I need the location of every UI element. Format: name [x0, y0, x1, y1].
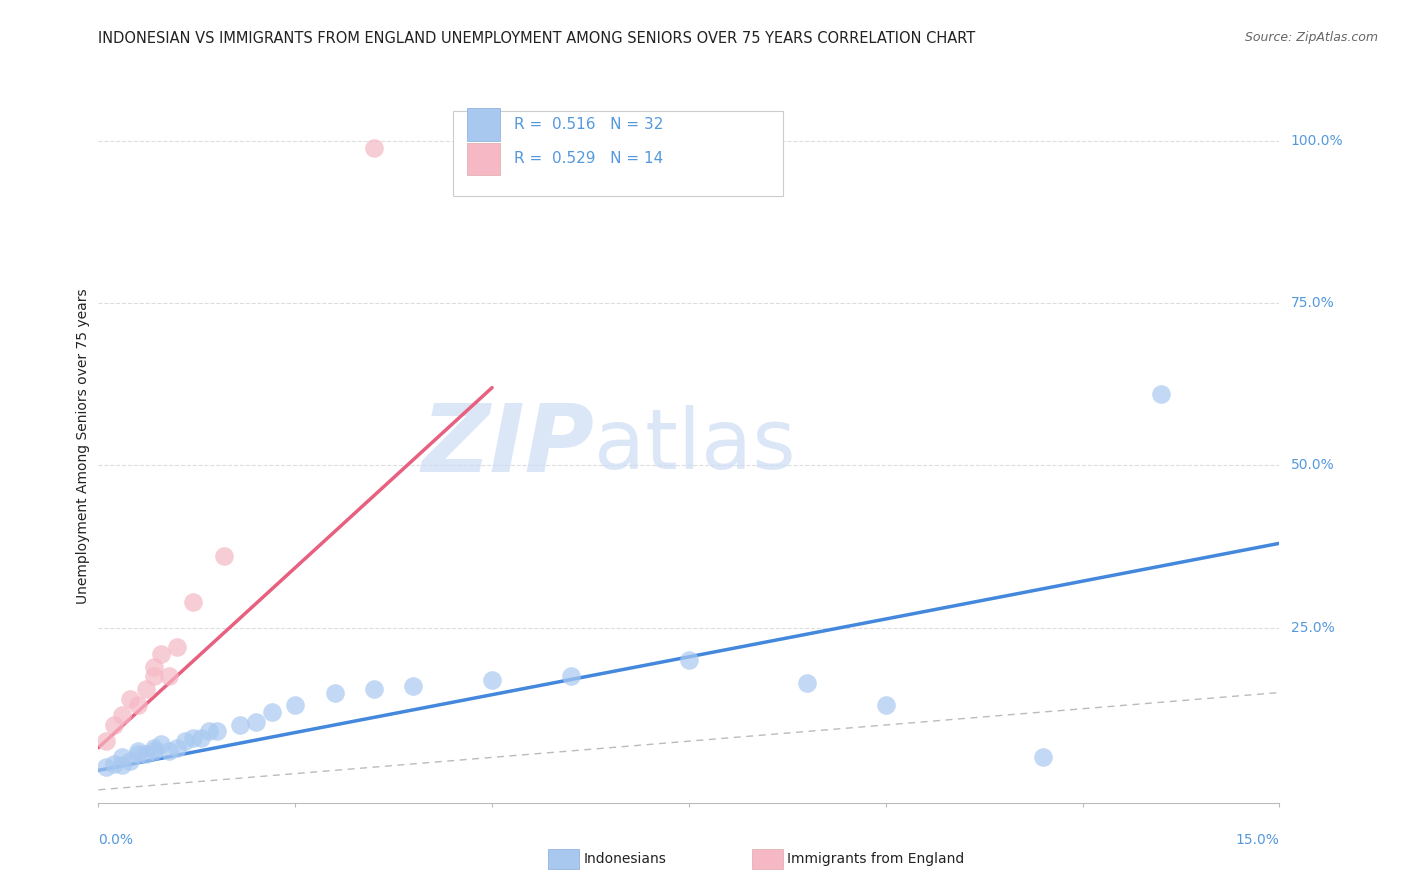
Point [197, 724, 219, 739]
Point [1032, 750, 1054, 764]
Text: 0.0%: 0.0% [98, 833, 134, 847]
Point [363, 682, 385, 697]
Point [481, 673, 503, 687]
Text: 50.0%: 50.0% [1291, 458, 1334, 473]
Point [96, 734, 118, 748]
Point [142, 740, 165, 755]
Point [284, 698, 307, 713]
Point [142, 669, 165, 683]
Point [150, 738, 173, 752]
Point [245, 714, 267, 729]
Point [111, 708, 134, 723]
Point [166, 640, 188, 654]
Text: 25.0%: 25.0% [1291, 621, 1334, 634]
Text: 15.0%: 15.0% [1236, 833, 1279, 847]
Point [166, 740, 188, 755]
Text: Immigrants from England: Immigrants from England [787, 852, 965, 866]
Point [181, 595, 204, 609]
Text: INDONESIAN VS IMMIGRANTS FROM ENGLAND UNEMPLOYMENT AMONG SENIORS OVER 75 YEARS C: INDONESIAN VS IMMIGRANTS FROM ENGLAND UN… [98, 31, 976, 46]
Text: R =  0.516   N = 32: R = 0.516 N = 32 [515, 117, 664, 132]
Point [111, 758, 134, 772]
Text: R =  0.529   N = 14: R = 0.529 N = 14 [515, 152, 664, 166]
Point [118, 754, 141, 768]
Point [402, 679, 425, 693]
Point [118, 692, 141, 706]
Point [560, 669, 582, 683]
Point [157, 669, 180, 683]
Text: atlas: atlas [595, 406, 796, 486]
Point [96, 760, 118, 774]
Point [214, 549, 236, 564]
Text: Source: ZipAtlas.com: Source: ZipAtlas.com [1244, 31, 1378, 45]
Text: 100.0%: 100.0% [1291, 134, 1343, 148]
Point [150, 647, 173, 661]
Text: Indonesians: Indonesians [583, 852, 666, 866]
Point [127, 698, 149, 713]
Point [678, 653, 700, 667]
Point [127, 747, 149, 761]
Point [174, 734, 197, 748]
Point [111, 750, 134, 764]
Point [157, 744, 180, 758]
Point [260, 705, 283, 719]
Text: ZIP: ZIP [422, 400, 595, 492]
FancyBboxPatch shape [467, 109, 501, 141]
FancyBboxPatch shape [453, 111, 783, 196]
Point [190, 731, 212, 745]
Y-axis label: Unemployment Among Seniors over 75 years: Unemployment Among Seniors over 75 years [76, 288, 90, 604]
Point [181, 731, 204, 745]
Point [796, 675, 818, 690]
Point [127, 744, 149, 758]
Point [142, 744, 165, 758]
Point [205, 724, 228, 739]
Point [323, 685, 346, 699]
Text: 75.0%: 75.0% [1291, 296, 1334, 310]
Point [135, 747, 157, 761]
Point [103, 756, 125, 771]
Point [142, 659, 165, 673]
Point [875, 698, 897, 713]
FancyBboxPatch shape [467, 143, 501, 175]
Point [229, 718, 252, 732]
Point [1150, 387, 1173, 401]
Point [103, 718, 125, 732]
Point [363, 140, 385, 154]
Point [135, 682, 157, 697]
